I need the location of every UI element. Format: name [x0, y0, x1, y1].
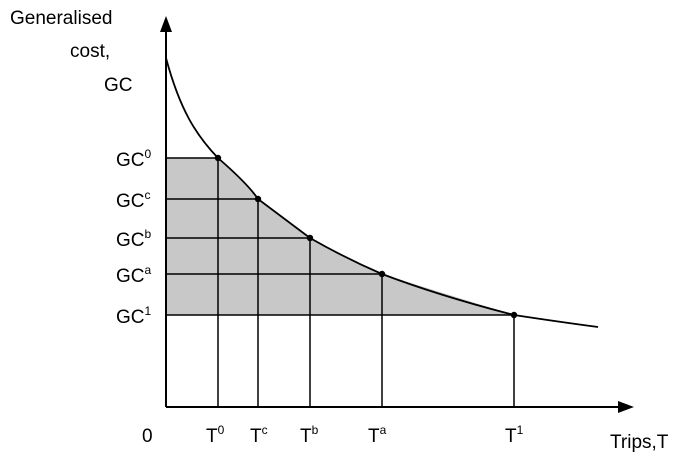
x-axis-arrowhead [618, 401, 634, 413]
point-a [378, 270, 386, 278]
y-axis-title-line-2: cost, [70, 41, 110, 62]
shaded-area [166, 158, 514, 315]
point-c [254, 195, 262, 203]
gca-label: GCa [116, 263, 152, 287]
point-1 [510, 311, 518, 319]
tc-label: Tc [250, 423, 268, 447]
gcb-label: GCb [116, 227, 152, 251]
point-0 [214, 154, 222, 162]
origin-label: 0 [142, 426, 153, 447]
y-axis-title-line-3: GC [104, 75, 133, 96]
y-axis-arrowhead [160, 16, 172, 32]
gc0-label: GC0 [116, 147, 152, 171]
gc1-label: GC1 [116, 304, 152, 328]
point-b [306, 234, 314, 242]
ta-label: Ta [368, 423, 387, 447]
t0-label: T0 [206, 423, 225, 447]
y-axis-title-line-1: Generalised [10, 8, 112, 29]
gcc-label: GCc [116, 188, 151, 212]
x-axis-title: Trips,T [610, 432, 669, 453]
t1-label: T1 [505, 423, 524, 447]
tb-label: Tb [300, 423, 319, 447]
